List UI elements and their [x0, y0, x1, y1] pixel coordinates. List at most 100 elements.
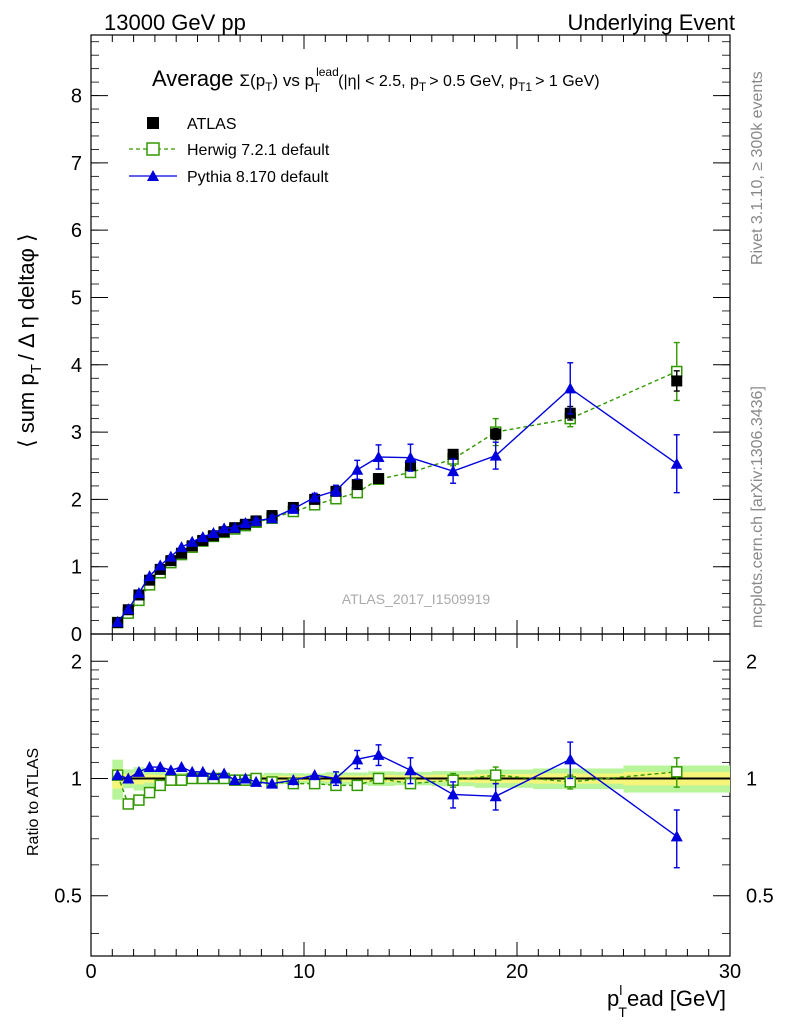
data-point: [186, 535, 199, 547]
plot-title: Average Σ(pT) vs p lead T (|η| < 2.5, pT > 0.…: [152, 65, 600, 95]
legend-herwig-label: Herwig 7.2.1 default: [187, 142, 330, 159]
data-point: [250, 514, 263, 526]
ratio-tick-label-right: 1: [746, 768, 757, 790]
data-point: [351, 463, 364, 475]
data-point: [490, 428, 502, 440]
data-point: [447, 788, 460, 800]
data-point: [404, 451, 417, 463]
data-point: [287, 774, 300, 786]
x-tick-label: 10: [293, 961, 315, 983]
data-point: [111, 769, 124, 781]
y-tick-label: 1: [71, 557, 82, 579]
data-point: [266, 512, 279, 524]
data-point: [266, 777, 279, 789]
x-tick-label: 0: [85, 961, 96, 983]
data-point: [143, 761, 156, 773]
data-point: [176, 547, 188, 559]
y-tick-label: 2: [71, 489, 82, 511]
legend-pythia-label: Pythia 8.170 default: [187, 169, 329, 186]
data-point: [122, 772, 135, 784]
data-point: [218, 767, 231, 779]
ratio-panel-frame: [90, 633, 731, 957]
data-point: [207, 527, 220, 539]
data-point: [308, 491, 321, 503]
data-point: [489, 449, 502, 461]
data-point: [133, 794, 145, 806]
data-point: [154, 559, 167, 571]
main-axes: 0 1 2 3 4 5 6 7 8: [71, 35, 731, 646]
xlabel: pl Tead [GeV]: [607, 982, 726, 1020]
legend-atlas-label: ATLAS: [187, 116, 237, 133]
x-tick-label: 30: [719, 961, 741, 983]
series-line: [117, 387, 678, 623]
series-line: [117, 754, 678, 837]
data-point: [175, 774, 188, 786]
y-tick-label: 4: [71, 355, 82, 377]
data-point: [132, 586, 145, 598]
data-point: [154, 779, 166, 792]
data-point: [489, 790, 502, 802]
data-point: [186, 765, 199, 777]
ratio-ylabel: Ratio to ATLAS: [25, 748, 42, 856]
data-point: [564, 382, 577, 394]
data-point: [351, 779, 363, 792]
data-point: [447, 465, 460, 477]
data-point: [164, 550, 177, 562]
data-point: [329, 772, 342, 784]
data-point: [122, 603, 135, 615]
data-point: [670, 830, 683, 842]
data-point: [239, 516, 252, 528]
ratio-tick-label: 1: [71, 768, 82, 790]
data-point: [207, 769, 220, 781]
data-point: [404, 764, 417, 776]
data-point: [111, 615, 124, 627]
data-point: [196, 765, 209, 777]
ratio-tick-label: 2: [71, 651, 82, 673]
y-tick-label: 5: [71, 287, 82, 309]
legend-herwig-marker: [146, 142, 160, 156]
data-point: [351, 753, 364, 765]
legend: ATLAS Herwig 7.2.1 default Pythia 8.170 …: [129, 116, 330, 186]
mcplots-label: mcplots.cern.ch [arXiv:1306.3436]: [749, 386, 766, 628]
data-point: [132, 765, 145, 777]
main-ylabel: ⟨ sum pT/ Δ η deltaφ ⟩: [14, 233, 45, 448]
legend-pythia-marker: [147, 170, 159, 181]
y-tick-label: 8: [71, 86, 82, 108]
y-tick-label: 0: [71, 624, 82, 646]
y-tick-label: 7: [71, 153, 82, 175]
data-point: [308, 769, 321, 781]
ratio-tick-label: 0.5: [54, 886, 82, 908]
data-point: [175, 541, 188, 553]
x-tick-label: 20: [506, 961, 528, 983]
main-series-layer: [111, 341, 683, 629]
y-tick-label: 3: [71, 422, 82, 444]
data-point: [372, 772, 385, 785]
data-point: [154, 761, 167, 773]
y-tick-label: 6: [71, 220, 82, 242]
data-point: [671, 375, 683, 387]
ratio-series-layer: [111, 741, 683, 869]
data-point: [218, 522, 231, 534]
data-point: [165, 774, 177, 786]
data-point: [143, 570, 156, 582]
data-point: [373, 473, 385, 485]
data-point: [250, 775, 263, 787]
data-point: [564, 753, 577, 765]
data-point: [228, 521, 241, 533]
data-point: [143, 786, 156, 799]
data-point: [175, 761, 188, 773]
data-point: [671, 766, 683, 778]
ratio-tick-label-right: 0.5: [746, 886, 774, 908]
series-line: [117, 370, 678, 624]
data-point: [164, 764, 177, 776]
data-point: [447, 448, 459, 460]
data-point: [489, 769, 502, 781]
header-left: 13000 GeV pp: [104, 10, 246, 35]
ratio-tick-label-right: 2: [746, 651, 757, 673]
rivet-label: Rivet 3.1.10, ≥ 300k events: [749, 71, 766, 265]
data-point: [372, 450, 385, 462]
ratio-axes: 0 10 20 30 0.5 0.5 1 1 2 2: [54, 634, 774, 983]
analysis-watermark: ATLAS_2017_I1509919: [342, 591, 491, 607]
data-point: [351, 479, 363, 491]
